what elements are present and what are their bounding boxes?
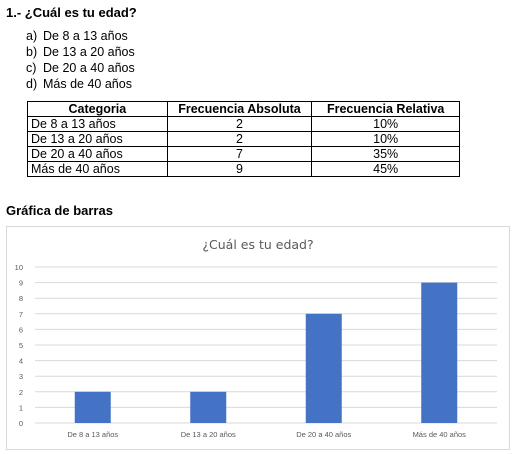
option-text: De 8 a 13 años: [43, 29, 128, 43]
y-tick-label: 8: [19, 294, 23, 303]
bar: [305, 313, 342, 423]
option-letter: d): [26, 77, 38, 91]
answer-options: a) De 8 a 13 años b) De 13 a 20 años c) De …: [26, 28, 135, 92]
y-tick-label: 3: [19, 372, 23, 381]
header-relative-frequency: Frecuencia Relativa: [311, 101, 460, 117]
option-text: De 13 a 20 años: [43, 45, 135, 59]
relative-frequency-cell: 35%: [311, 146, 460, 162]
relative-frequency-cell: 45%: [311, 161, 460, 177]
y-tick-label: 5: [19, 341, 23, 350]
category-cell: De 13 a 20 años: [27, 131, 168, 147]
frequency-table: Categoria Frecuencia Absoluta Frecuencia…: [27, 101, 460, 177]
relative-frequency-cell: 10%: [311, 116, 460, 132]
option-text: De 20 a 40 años: [43, 61, 135, 75]
table-row: Más de 40 años 9 45%: [27, 161, 460, 177]
bar: [421, 282, 458, 423]
option-letter: b): [26, 45, 38, 59]
option-letter: c): [26, 61, 37, 75]
option-b: b) De 13 a 20 años: [26, 44, 135, 60]
option-text: Más de 40 años: [43, 77, 132, 91]
header-category: Categoria: [27, 101, 168, 117]
absolute-frequency-cell: 7: [166, 146, 313, 162]
x-tick-label: De 20 a 40 años: [296, 430, 351, 439]
header-absolute-frequency: Frecuencia Absoluta: [166, 101, 313, 117]
y-tick-label: 7: [19, 310, 23, 319]
x-tick-label: Más de 40 años: [413, 430, 467, 439]
y-tick-label: 4: [19, 357, 23, 366]
option-c: c) De 20 a 40 años: [26, 60, 135, 76]
table-row: De 13 a 20 años 2 10%: [27, 131, 460, 147]
x-tick-label: De 13 a 20 años: [181, 430, 236, 439]
absolute-frequency-cell: 9: [166, 161, 313, 177]
option-d: d) Más de 40 años: [26, 76, 135, 92]
chart-title: ¿Cuál es tu edad?: [202, 237, 313, 252]
y-tick-label: 9: [19, 279, 23, 288]
bar-chart-svg: ¿Cuál es tu edad? 0 1 2 3 4 5 6 7 8 9 10 De 8 a 13 a…: [15, 237, 497, 439]
category-cell: De 20 a 40 años: [27, 146, 168, 162]
x-tick-label: De 8 a 13 años: [67, 430, 118, 439]
y-tick-label: 1: [19, 403, 23, 412]
bar: [190, 391, 227, 423]
section-title: Gráfica de barras: [6, 203, 113, 218]
y-tick-label: 2: [19, 388, 23, 397]
y-tick-label: 10: [15, 263, 23, 272]
absolute-frequency-cell: 2: [166, 116, 313, 132]
option-a: a) De 8 a 13 años: [26, 28, 135, 44]
table-row: De 20 a 40 años 7 35%: [27, 146, 460, 162]
table-row: De 8 a 13 años 2 10%: [27, 116, 460, 132]
y-tick-label: 0: [19, 419, 23, 428]
category-cell: Más de 40 años: [27, 161, 168, 177]
option-letter: a): [26, 29, 38, 43]
table-header-row: Categoria Frecuencia Absoluta Frecuencia…: [27, 101, 460, 117]
bar: [74, 391, 111, 423]
y-tick-label: 6: [19, 325, 23, 334]
question-title: 1.- ¿Cuál es tu edad?: [6, 5, 137, 20]
bar-chart: ¿Cuál es tu edad? 0 1 2 3 4 5 6 7 8 9 10 De 8 a 13 a…: [6, 226, 510, 450]
absolute-frequency-cell: 2: [166, 131, 313, 147]
relative-frequency-cell: 10%: [311, 131, 460, 147]
category-cell: De 8 a 13 años: [27, 116, 168, 132]
